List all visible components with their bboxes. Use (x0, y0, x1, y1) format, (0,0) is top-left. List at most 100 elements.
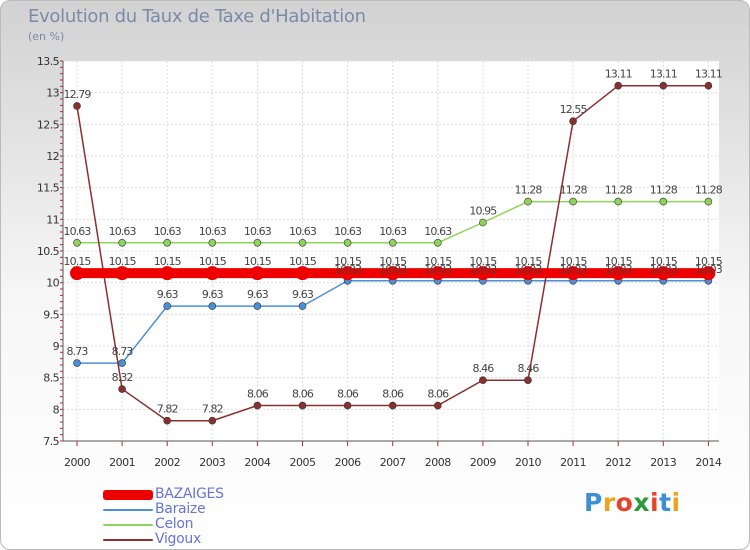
data-point-celon (388, 238, 397, 247)
data-label-celon: 11.28 (515, 184, 543, 197)
data-point-bazaiges (521, 266, 535, 281)
x-tick-label: 2005 (290, 456, 316, 469)
data-label-baraize: 10.03 (334, 263, 362, 276)
data-point-bazaiges (430, 266, 445, 281)
data-point-bazaiges (701, 266, 716, 281)
data-label-bazaiges: 10.15 (515, 255, 543, 268)
logo-letter: t (659, 488, 672, 517)
data-point-celon (433, 238, 442, 247)
x-tick-label: 2006 (335, 456, 361, 469)
data-label-vigoux: 8.46 (472, 362, 494, 375)
data-label-baraize: 10.03 (650, 263, 678, 276)
data-label-celon: 10.63 (334, 225, 362, 238)
data-label-vigoux: 8.06 (382, 388, 404, 401)
data-label-celon: 10.63 (199, 225, 227, 238)
data-label-bazaiges: 10.15 (469, 255, 497, 268)
y-tick-label: 10.5 (37, 245, 60, 258)
data-label-celon: 10.63 (424, 225, 452, 238)
y-tick-label: 8 (53, 403, 60, 416)
data-point-vigoux (118, 385, 126, 393)
data-label-bazaiges: 10.15 (424, 255, 452, 268)
y-tick-label: 13 (46, 87, 59, 100)
data-point-baraize (298, 302, 307, 310)
data-label-celon: 10.95 (469, 205, 497, 218)
logo-letter: r (602, 488, 616, 517)
data-label-celon: 11.28 (560, 184, 588, 197)
data-point-celon (253, 238, 262, 247)
data-point-bazaiges (611, 266, 626, 281)
data-label-vigoux: 13.11 (650, 68, 677, 81)
data-point-celon (569, 197, 577, 206)
legend-swatch-bazaiges (103, 490, 153, 500)
data-label-vigoux: 12.55 (560, 103, 588, 116)
x-tick-label: 2008 (425, 456, 451, 469)
x-tick-label: 2002 (154, 456, 180, 469)
data-point-baraize (118, 359, 126, 367)
data-label-bazaiges: 10.15 (244, 255, 272, 268)
x-tick-label: 2012 (605, 456, 631, 469)
data-label-baraize: 9.63 (202, 288, 224, 301)
data-point-baraize (253, 302, 262, 310)
x-tick-label: 2013 (650, 456, 676, 469)
data-label-baraize: 8.73 (112, 345, 134, 358)
legend-label-vigoux: Vigoux (155, 531, 201, 547)
data-point-vigoux (253, 401, 262, 410)
data-label-bazaiges: 10.15 (64, 255, 92, 268)
data-label-bazaiges: 10.15 (379, 255, 407, 268)
data-point-vigoux (569, 117, 577, 125)
legend-label-bazaiges: BAZAIGES (155, 486, 224, 502)
data-label-baraize: 10.03 (379, 263, 407, 276)
data-label-baraize: 10.03 (605, 263, 633, 276)
data-point-celon (479, 218, 487, 227)
y-tick-label: 12 (46, 150, 59, 163)
data-label-vigoux: 8.32 (112, 371, 133, 384)
gridlines (63, 60, 719, 442)
data-label-celon: 10.63 (289, 225, 317, 238)
data-label-celon: 10.63 (244, 225, 272, 238)
data-point-vigoux (163, 416, 171, 425)
series-lines (70, 81, 716, 425)
y-tick-label: 7.5 (43, 435, 59, 448)
data-label-vigoux: 7.82 (157, 403, 178, 416)
data-label-celon: 10.63 (64, 225, 92, 238)
logo-letter: o (615, 488, 634, 517)
data-label-bazaiges: 10.15 (199, 255, 227, 268)
data-point-bazaiges (656, 266, 671, 281)
data-point-vigoux (524, 376, 532, 385)
data-label-bazaiges: 10.15 (109, 255, 137, 268)
x-tick-label: 2004 (244, 456, 270, 469)
data-label-vigoux: 13.11 (695, 68, 722, 81)
data-label-bazaiges: 10.15 (334, 255, 362, 268)
y-tick-label: 13.5 (37, 55, 60, 68)
data-label-baraize: 10.03 (515, 263, 543, 276)
data-label-celon: 10.63 (109, 225, 137, 238)
data-label-vigoux: 13.11 (605, 68, 632, 81)
data-labels: 10.15 10.15 10.15 10.15 10.15 10.15 10.15 10.15… (64, 68, 724, 416)
x-tick-label: 2014 (695, 456, 721, 469)
data-point-bazaiges (295, 266, 310, 281)
legend-swatch-vigoux (103, 539, 153, 541)
data-point-vigoux (659, 81, 668, 90)
data-point-vigoux (704, 81, 713, 90)
data-point-bazaiges (160, 266, 175, 281)
data-point-vigoux (433, 401, 442, 410)
data-point-bazaiges (566, 266, 581, 281)
data-point-baraize (73, 359, 81, 367)
y-tick-label: 8.5 (43, 372, 59, 385)
x-tick-label: 2011 (560, 456, 586, 469)
chart-title: Evolution du Taux de Taxe d'Habitation (28, 6, 366, 27)
legend-swatch-celon (103, 524, 153, 526)
data-point-vigoux (614, 81, 623, 90)
data-point-bazaiges (250, 266, 265, 281)
data-point-vigoux (343, 401, 352, 410)
logo-letter: i (650, 488, 660, 517)
data-label-bazaiges: 10.15 (154, 255, 182, 268)
data-point-celon (208, 238, 217, 247)
legend-label-celon: Celon (155, 516, 194, 532)
proxiti-logo: Proxiti (584, 488, 681, 517)
logo-letter: i (671, 488, 681, 517)
data-label-baraize: 8.73 (67, 345, 89, 358)
data-label-bazaiges: 10.15 (605, 255, 633, 268)
